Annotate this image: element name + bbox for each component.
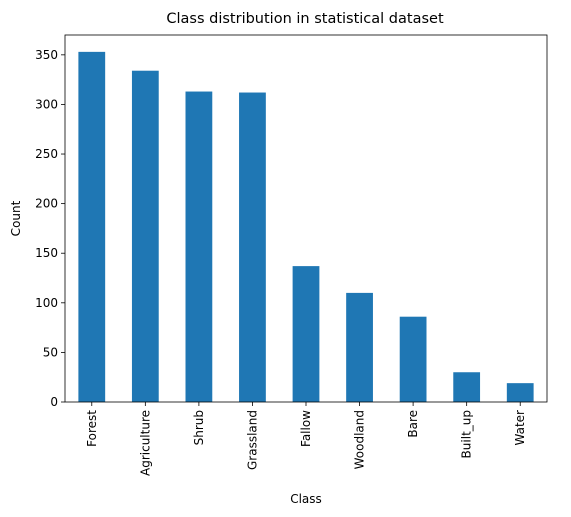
y-tick-label: 200 (35, 197, 58, 211)
y-tick-label: 50 (43, 345, 58, 359)
chart-title: Class distribution in statistical datase… (166, 11, 444, 27)
bar-fallow (292, 266, 320, 402)
y-tick-label: 250 (35, 147, 58, 161)
x-tick-label: Agriculture (138, 410, 152, 476)
x-tick-label: Woodland (353, 410, 367, 469)
bar-shrub (185, 91, 213, 402)
y-tick-label: 150 (35, 246, 58, 260)
bar-bare (399, 316, 427, 402)
bar-woodland (346, 292, 373, 402)
x-tick-label: Built_up (460, 410, 474, 458)
y-axis: 0 50 100 150 200 250 300 350 (35, 48, 65, 409)
x-tick-label: Bare (406, 410, 420, 438)
x-tick-label: Forest (85, 410, 99, 447)
y-tick-label: 300 (35, 97, 58, 111)
x-tick-label: Grassland (245, 410, 259, 470)
y-tick-label: 350 (35, 48, 58, 62)
x-axis-label: Class (290, 492, 322, 506)
x-tick-label: Fallow (299, 410, 313, 447)
x-tick-label: Water (513, 410, 527, 446)
bars-group (78, 51, 534, 403)
bar-grassland (239, 92, 266, 403)
y-tick-label: 0 (50, 395, 58, 409)
bar-forest (78, 51, 106, 403)
plot-frame (64, 34, 548, 403)
bar-agriculture (131, 70, 159, 403)
bar-water (506, 383, 534, 402)
y-tick-label: 100 (35, 296, 58, 310)
x-tick-label: Shrub (192, 410, 206, 445)
bar-built-up (453, 372, 481, 402)
x-axis: Forest Agriculture Shrub Grassland Fallow Woo… (85, 402, 527, 476)
y-axis-label: Count (9, 200, 23, 236)
